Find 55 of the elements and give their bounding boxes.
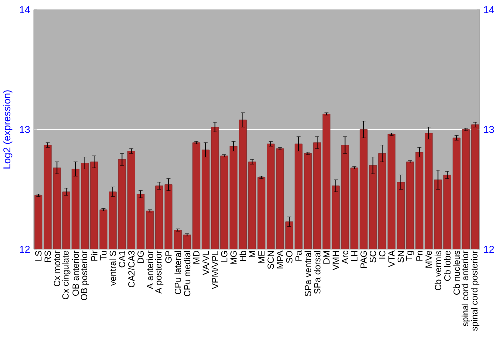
x-tick-label: OB posterior [80,250,90,300]
x-tick-label: VA/VL [202,250,210,276]
y-tick-label: 13 [20,126,30,134]
y-tick-label: 12 [20,246,30,253]
x-tick-label: M [249,251,256,258]
x-tick-label: SCN [268,251,274,270]
x-tick-label: LS [35,250,42,261]
x-tick-label: DG [138,251,144,264]
x-tick-label: MD [194,250,200,264]
x-tick-label: MG [230,251,237,264]
x-tick-label: GP [166,251,172,264]
x-tick-label: LG [221,251,228,262]
x-tick-label: Tu [100,251,107,260]
x-tick-label: spinal cord anterior [462,250,470,326]
x-tick-label: Cb nucleus [454,250,460,295]
y-tick-label: 14 [20,6,30,14]
x-tick-label: VTA [388,250,395,268]
x-tick-label: Pn [416,251,423,261]
x-tick-label: PAG [360,251,368,268]
x-tick-label: OB anterior [72,250,80,296]
x-tick-label: CA1 [119,250,126,268]
y2-tick-label: 12 [484,246,494,253]
y-axis-title: Log2 (expression) [3,90,13,169]
x-tick-label: Pa [296,250,302,261]
x-tick-label: CPu medial [184,251,191,296]
x-tick-label: Cx motor [54,250,60,286]
x-tick-label: MVe [426,250,432,268]
x-tick-label: SC [370,250,376,263]
x-tick-label: Pir [91,250,98,261]
x-tick-label: ventral S [110,250,116,286]
x-tick-label: SO [286,250,293,264]
y2-tick-label: 14 [484,6,494,14]
y2-tick-label: 13 [484,126,494,134]
x-tick-label: Hb [240,250,246,262]
x-tick-label: LH [352,251,358,262]
x-tick-label: Cb vermis [434,250,442,290]
x-tick-label: RS [44,250,52,262]
x-tick-label: IC [379,250,386,259]
x-tick-label: SN [398,251,404,263]
x-tick-label: Arc [342,250,348,264]
x-tick-label: VPM/VPL [212,250,218,290]
x-tick-label: CPu lateral [174,251,182,294]
x-tick-label: spinal cord posterior [471,250,480,331]
x-tick-label: A posterior [155,250,164,294]
x-tick-label: ME [258,250,265,264]
x-tick-label: A anterior [146,250,154,290]
x-tick-label: SPa ventral [304,251,312,296]
x-tick-label: Cb lobe [444,250,451,281]
x-tick-label: Cx cingulate [62,250,71,300]
x-tick-label: CA2/CA3 [128,250,135,288]
x-tick-label: MPA [277,250,284,269]
x-tick-label: DM [324,251,330,264]
x-tick-label: Tg [406,251,414,261]
x-tick-label: SPa dorsal [314,251,321,294]
x-tick-label: VMH [332,251,340,270]
